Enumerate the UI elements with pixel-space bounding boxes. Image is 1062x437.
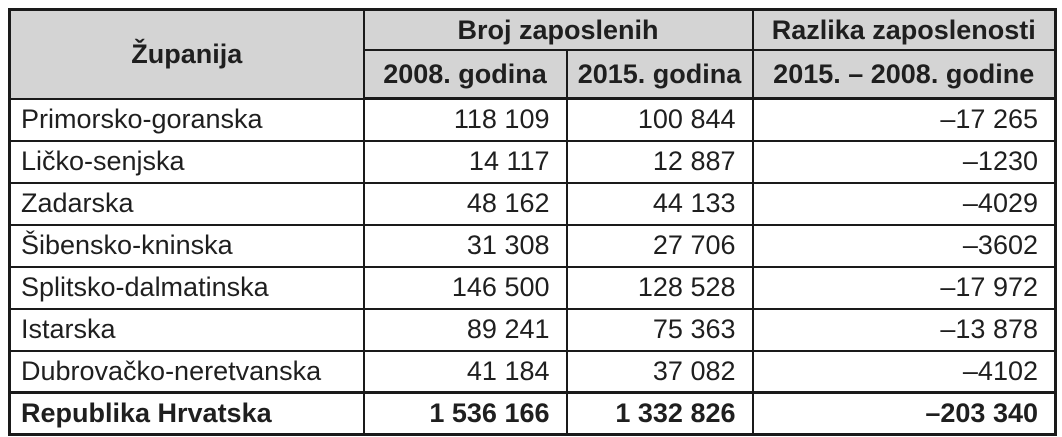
header-year-2008: 2008. godina (362, 49, 568, 100)
county-cell: Dubrovačko-neretvanska (8, 349, 365, 394)
table-header: Županija Broj zaposlenih Razlika zaposle… (8, 8, 1057, 100)
value-2008-cell: 31 308 (362, 223, 568, 268)
value-2015-cell: 12 887 (565, 139, 754, 184)
table-row: Splitsko-dalmatinska 146 500 128 528 –17… (8, 265, 1057, 310)
difference-cell: –4102 (751, 349, 1057, 394)
total-row: Republika Hrvatska 1 536 166 1 332 826 –… (8, 391, 1057, 436)
difference-cell: –4029 (751, 181, 1057, 226)
table-row: Dubrovačko-neretvanska 41 184 37 082 –41… (8, 349, 1057, 394)
difference-cell: –13 878 (751, 307, 1057, 352)
header-county: Županija (8, 8, 365, 100)
value-2015-cell: 75 363 (565, 307, 754, 352)
header-row-sub: 2008. godina 2015. godina 2015. – 2008. … (10, 49, 1057, 100)
table-row: Šibensko-kninska 31 308 27 706 –3602 (8, 223, 1057, 268)
value-2008-cell: 118 109 (362, 97, 568, 142)
total-2008-cell: 1 536 166 (362, 391, 568, 436)
header-row-groups: Županija Broj zaposlenih Razlika zaposle… (8, 8, 1057, 100)
value-2015-cell: 100 844 (565, 97, 754, 142)
county-cell: Ličko-senjska (8, 139, 365, 184)
value-2008-cell: 48 162 (362, 181, 568, 226)
value-2015-cell: 27 706 (565, 223, 754, 268)
header-group-difference: Razlika zaposlenosti (751, 8, 1057, 51)
county-cell: Istarska (8, 307, 365, 352)
difference-cell: –17 265 (751, 97, 1057, 142)
table-body: Primorsko-goranska 118 109 100 844 –17 2… (8, 97, 1057, 436)
value-2008-cell: 14 117 (362, 139, 568, 184)
total-difference-cell: –203 340 (751, 391, 1057, 436)
difference-cell: –3602 (751, 223, 1057, 268)
header-difference-sub: 2015. – 2008. godine (751, 49, 1057, 100)
value-2008-cell: 146 500 (362, 265, 568, 310)
difference-cell: –1230 (751, 139, 1057, 184)
table-row: Primorsko-goranska 118 109 100 844 –17 2… (8, 97, 1057, 142)
total-label-cell: Republika Hrvatska (8, 391, 365, 436)
county-cell: Primorsko-goranska (8, 97, 365, 142)
header-year-2015: 2015. godina (565, 49, 754, 100)
value-2008-cell: 41 184 (362, 349, 568, 394)
county-cell: Zadarska (8, 181, 365, 226)
table-row: Zadarska 48 162 44 133 –4029 (8, 181, 1057, 226)
employment-table: Županija Broj zaposlenih Razlika zaposle… (8, 8, 1057, 436)
value-2015-cell: 44 133 (565, 181, 754, 226)
value-2015-cell: 128 528 (565, 265, 754, 310)
header-group-employed: Broj zaposlenih (362, 8, 754, 51)
value-2008-cell: 89 241 (362, 307, 568, 352)
total-2015-cell: 1 332 826 (565, 391, 754, 436)
table-row: Ličko-senjska 14 117 12 887 –1230 (8, 139, 1057, 184)
county-cell: Splitsko-dalmatinska (8, 265, 365, 310)
table-row: Istarska 89 241 75 363 –13 878 (8, 307, 1057, 352)
county-cell: Šibensko-kninska (8, 223, 365, 268)
difference-cell: –17 972 (751, 265, 1057, 310)
value-2015-cell: 37 082 (565, 349, 754, 394)
